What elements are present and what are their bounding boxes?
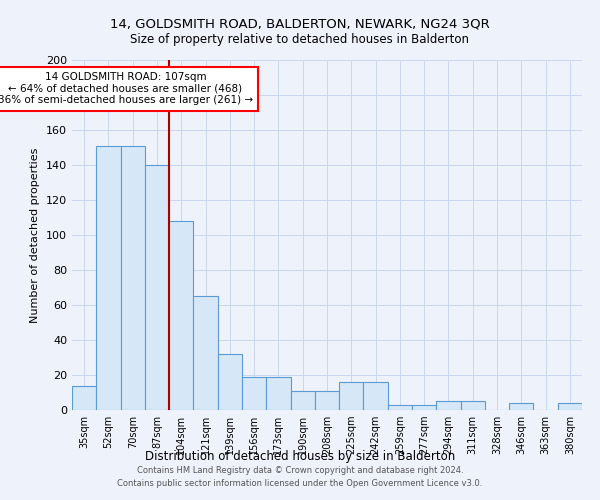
Bar <box>388 405 412 410</box>
Bar <box>72 386 96 410</box>
Text: Size of property relative to detached houses in Balderton: Size of property relative to detached ho… <box>131 32 470 46</box>
Bar <box>436 401 461 410</box>
Bar <box>96 146 121 410</box>
Bar <box>145 165 169 410</box>
Bar <box>558 403 582 410</box>
Bar <box>266 377 290 410</box>
Bar <box>242 377 266 410</box>
Text: 14, GOLDSMITH ROAD, BALDERTON, NEWARK, NG24 3QR: 14, GOLDSMITH ROAD, BALDERTON, NEWARK, N… <box>110 18 490 30</box>
Y-axis label: Number of detached properties: Number of detached properties <box>31 148 40 322</box>
Bar <box>339 382 364 410</box>
Bar <box>509 403 533 410</box>
Bar <box>218 354 242 410</box>
Bar <box>315 391 339 410</box>
Bar <box>193 296 218 410</box>
Bar <box>364 382 388 410</box>
Text: 14 GOLDSMITH ROAD: 107sqm
← 64% of detached houses are smaller (468)
36% of semi: 14 GOLDSMITH ROAD: 107sqm ← 64% of detac… <box>0 72 253 106</box>
Text: Distribution of detached houses by size in Balderton: Distribution of detached houses by size … <box>145 450 455 463</box>
Bar <box>461 401 485 410</box>
Bar <box>290 391 315 410</box>
Text: Contains HM Land Registry data © Crown copyright and database right 2024.
Contai: Contains HM Land Registry data © Crown c… <box>118 466 482 487</box>
Bar <box>121 146 145 410</box>
Bar <box>412 405 436 410</box>
Bar <box>169 221 193 410</box>
